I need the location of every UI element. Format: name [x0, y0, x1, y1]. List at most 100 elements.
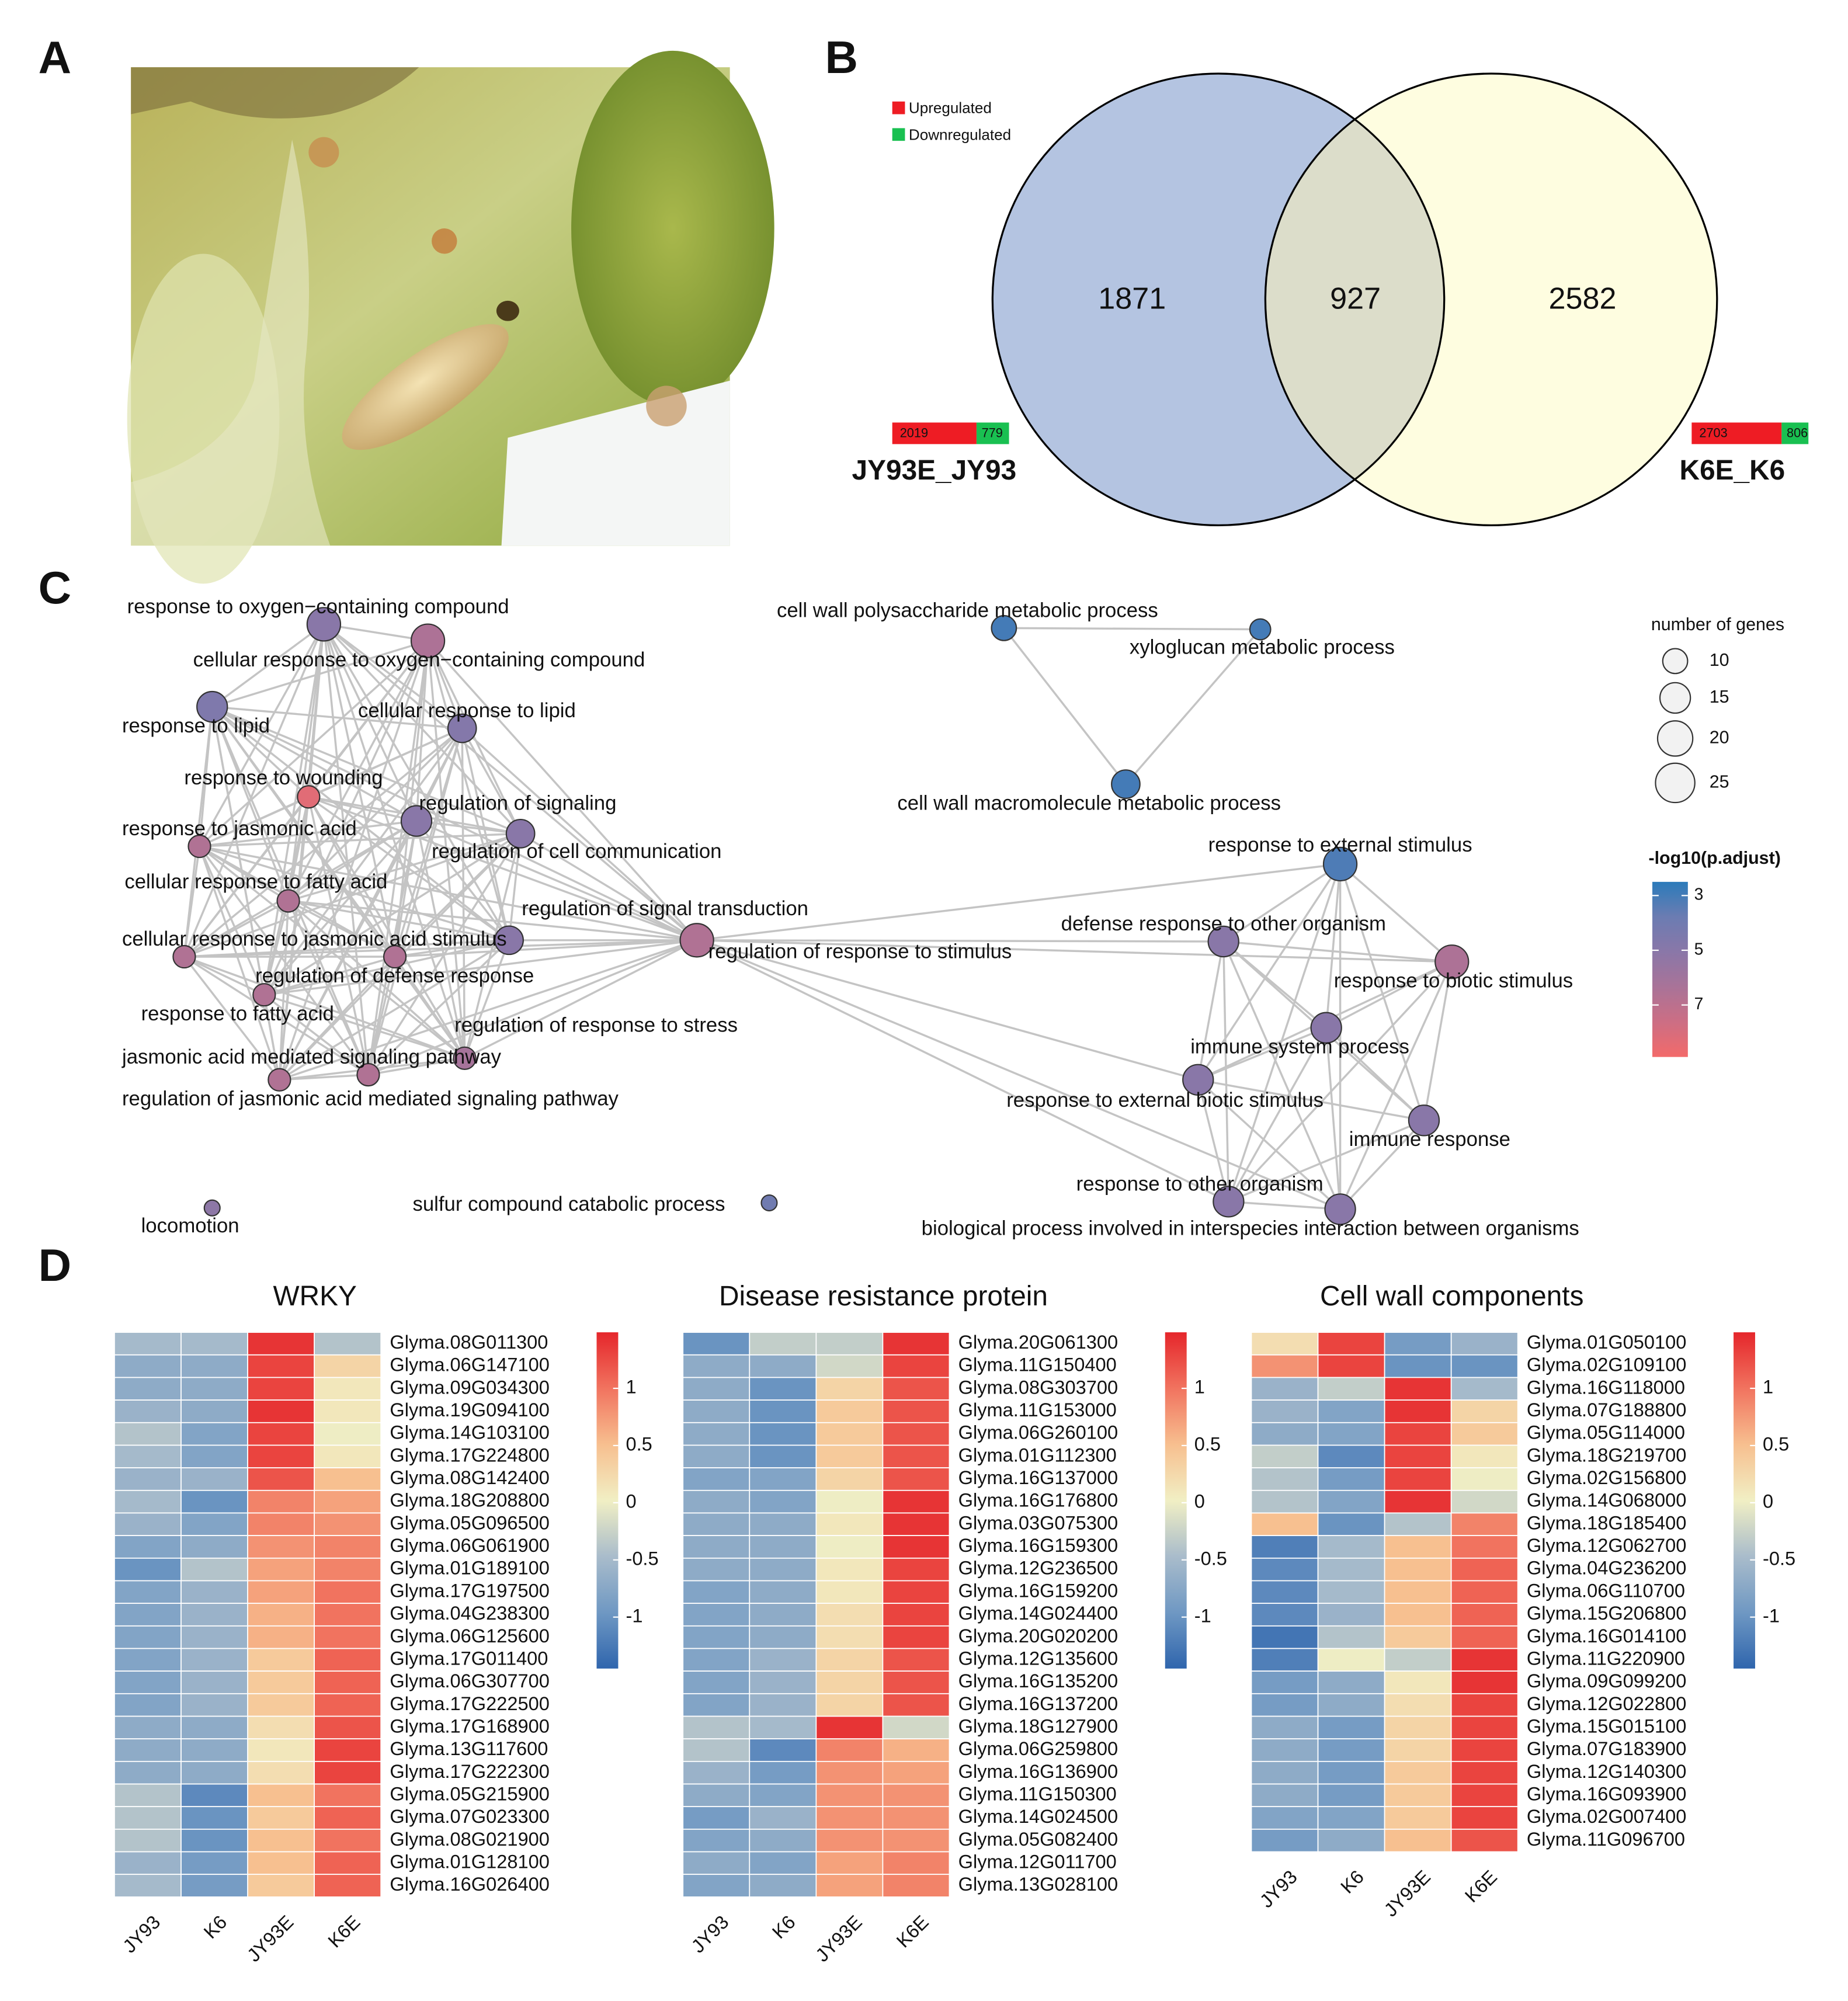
heatmap-cell: [180, 1783, 248, 1808]
edge: [211, 706, 310, 798]
edge: [183, 832, 521, 958]
column-label: JY93E: [243, 1912, 297, 1966]
heatmap-cell: [815, 1670, 884, 1694]
heatmap-cell: [114, 1377, 182, 1401]
heatmap-cell: [114, 1422, 182, 1446]
node-label: regulation of response to stimulus: [708, 941, 1012, 963]
gene-label: Glyma.16G159300: [958, 1535, 1118, 1556]
edge: [264, 939, 697, 996]
heatmap-cell: [247, 1354, 315, 1378]
heatmap-cell: [1450, 1625, 1519, 1649]
heatmap-cell: [1450, 1603, 1519, 1627]
heatmap-cell: [815, 1422, 884, 1446]
heatmap-cell: [314, 1806, 382, 1830]
node: [172, 944, 196, 969]
down-label: 806: [1787, 426, 1808, 440]
up-label: 2703: [1699, 426, 1727, 440]
heatmap-cell: [180, 1670, 248, 1694]
heatmap-cell: [114, 1828, 182, 1853]
heatmap-cell: [180, 1828, 248, 1853]
heatmap-cell: [180, 1851, 248, 1875]
heatmap-cell: [815, 1874, 884, 1898]
heatmap-cell: [114, 1806, 182, 1830]
edge: [1197, 863, 1342, 1081]
legend-swatch: [892, 101, 905, 114]
heatmap-cell: [749, 1535, 817, 1559]
heatmap-cell: [114, 1489, 182, 1514]
heatmap-cell: [682, 1580, 751, 1604]
heatmap-cell: [749, 1738, 817, 1762]
edge: [183, 820, 417, 958]
heatmap-cell: [1450, 1535, 1519, 1559]
gene-label: Glyma.01G128100: [390, 1851, 549, 1872]
heatmap-cell: [1450, 1467, 1519, 1491]
heatmap-cell: [247, 1399, 315, 1423]
edge: [427, 640, 698, 941]
edge: [211, 706, 697, 942]
venn-count: 2582: [1549, 282, 1617, 316]
edge: [287, 640, 429, 902]
heatmap-cell: [1384, 1557, 1452, 1582]
edge: [211, 706, 417, 822]
heatmap-cell: [1450, 1760, 1519, 1785]
heatmap-cell: [247, 1489, 315, 1514]
gene-label: Glyma.06G125600: [390, 1625, 549, 1646]
gene-label: Glyma.16G014100: [1527, 1625, 1686, 1646]
gene-label: Glyma.14G024500: [958, 1806, 1118, 1827]
heatmap-cell: [749, 1354, 817, 1378]
heatmap-cell: [247, 1670, 315, 1694]
heatmap-cell: [815, 1806, 884, 1830]
heatmap-cell: [1317, 1783, 1385, 1808]
edge: [183, 956, 280, 1081]
heatmap-cell: [882, 1603, 950, 1627]
heatmap-cell: [749, 1648, 817, 1672]
edge: [696, 863, 1340, 942]
edge: [1197, 1027, 1327, 1081]
edge: [287, 900, 466, 1059]
heatmap-cell: [1384, 1467, 1452, 1491]
node-label: immune response: [1349, 1128, 1510, 1151]
legend-label: Downregulated: [909, 126, 1011, 143]
heatmap-cell: [815, 1512, 884, 1537]
heatmap-cell: [1317, 1580, 1385, 1604]
heatmap-cell: [314, 1670, 382, 1694]
heatmap-cell: [114, 1874, 182, 1898]
size-legend-circle: [1659, 682, 1691, 714]
column-label: K6E: [892, 1912, 933, 1952]
edge: [697, 939, 1452, 963]
heatmap-cell: [1450, 1512, 1519, 1537]
heatmap-cell: [247, 1828, 315, 1853]
heatmap-cell: [1317, 1648, 1385, 1672]
heatmap-cell: [682, 1760, 751, 1785]
heatmap-title: WRKY: [273, 1281, 357, 1312]
color-legend-title: -log10(p.adjust): [1648, 848, 1780, 868]
colorbar-label: 1: [626, 1377, 636, 1398]
column-label: JY93: [119, 1912, 164, 1957]
gene-label: Glyma.16G118000: [1527, 1377, 1685, 1398]
heatmap-cell: [180, 1806, 248, 1830]
edge: [263, 640, 429, 995]
heatmap-cell: [882, 1670, 950, 1694]
edge: [1222, 941, 1230, 1202]
heatmap-cell: [180, 1422, 248, 1446]
node: [252, 983, 276, 1007]
edge: [697, 939, 1224, 943]
edge: [1125, 628, 1262, 785]
heatmap-cell: [180, 1489, 248, 1514]
colorbar: [1734, 1332, 1755, 1669]
heatmap-cell: [682, 1851, 751, 1875]
node-label: response to biotic stimulus: [1334, 970, 1573, 992]
node: [276, 889, 300, 913]
heatmap-cell: [1450, 1580, 1519, 1604]
node: [196, 690, 228, 723]
gene-label: Glyma.16G135200: [958, 1670, 1118, 1691]
edge: [198, 846, 281, 1081]
heatmap-cell: [1384, 1648, 1452, 1672]
heatmap-cell: [882, 1738, 950, 1762]
heatmap-cell: [1317, 1512, 1385, 1537]
edge: [1197, 1079, 1230, 1202]
heatmap-cell: [682, 1489, 751, 1514]
venn-overlap: [1265, 74, 1444, 526]
heatmap-cell: [815, 1715, 884, 1740]
heatmap-cell: [882, 1444, 950, 1468]
